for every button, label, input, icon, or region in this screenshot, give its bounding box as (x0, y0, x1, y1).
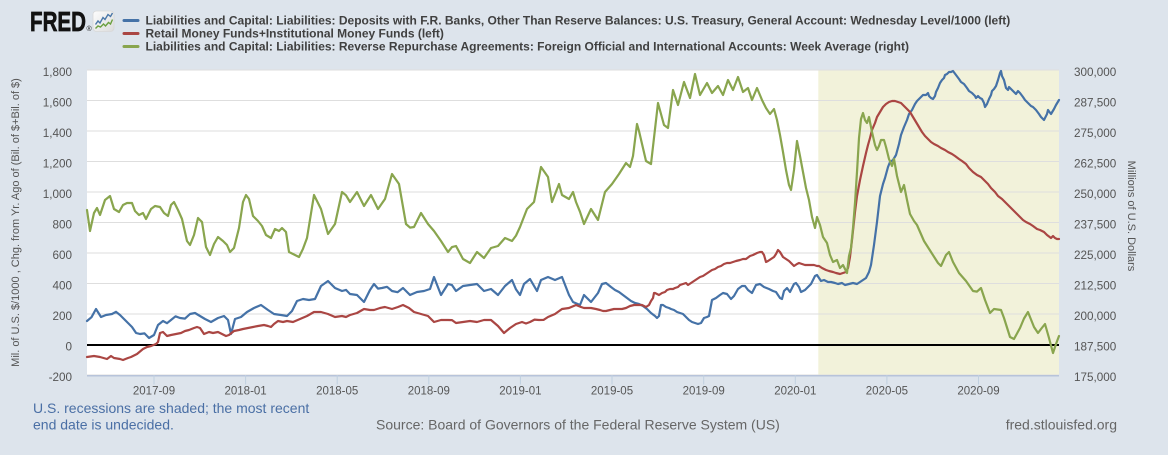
svg-text:®: ® (87, 25, 93, 33)
svg-text:U.S. recessions are shaded; th: U.S. recessions are shaded; the most rec… (33, 400, 309, 416)
svg-text:Source: Board of Governors of: Source: Board of Governors of the Federa… (376, 417, 780, 433)
svg-text:1,200: 1,200 (43, 158, 73, 171)
svg-text:275,000: 275,000 (1074, 127, 1117, 140)
svg-text:Liabilities and Capital: Liabi: Liabilities and Capital: Liabilities: De… (146, 13, 1011, 27)
svg-text:262,500: 262,500 (1074, 158, 1117, 171)
svg-text:1,000: 1,000 (43, 188, 73, 201)
svg-text:fred.stlouisfed.org: fred.stlouisfed.org (1006, 417, 1117, 433)
svg-text:end date is undecided.: end date is undecided. (33, 417, 174, 433)
svg-text:2018-05: 2018-05 (316, 386, 358, 398)
svg-text:2017-09: 2017-09 (133, 386, 175, 398)
svg-text:Millions of U.S. Dollars: Millions of U.S. Dollars (1125, 161, 1137, 272)
svg-text:2019-05: 2019-05 (591, 386, 633, 398)
svg-text:2019-01: 2019-01 (499, 386, 541, 398)
svg-text:0: 0 (65, 341, 72, 354)
svg-text:2018-09: 2018-09 (408, 386, 450, 398)
svg-text:-200: -200 (49, 371, 73, 384)
svg-text:250,000: 250,000 (1074, 188, 1117, 201)
svg-text:2019-09: 2019-09 (683, 386, 725, 398)
svg-text:200,000: 200,000 (1074, 310, 1117, 323)
svg-text:175,000: 175,000 (1074, 371, 1117, 384)
svg-text:600: 600 (52, 249, 72, 262)
svg-text:Liabilities and Capital: Liabi: Liabilities and Capital: Liabilities: Re… (146, 39, 910, 53)
svg-text:2020-09: 2020-09 (957, 386, 999, 398)
svg-text:1,800: 1,800 (43, 66, 73, 79)
svg-text:1,400: 1,400 (43, 127, 73, 140)
svg-text:2020-05: 2020-05 (866, 386, 908, 398)
svg-text:1,600: 1,600 (43, 97, 73, 110)
svg-text:187,500: 187,500 (1074, 341, 1117, 354)
svg-text:237,500: 237,500 (1074, 219, 1117, 232)
svg-text:800: 800 (52, 219, 72, 232)
svg-text:Retail Money Funds+Institution: Retail Money Funds+Institutional Money F… (146, 26, 444, 40)
svg-text:212,500: 212,500 (1074, 280, 1117, 293)
svg-text:Mil. of U.S. $/1000 , Chg. fro: Mil. of U.S. $/1000 , Chg. from Yr. Ago … (10, 78, 22, 367)
svg-text:FRED: FRED (30, 6, 86, 37)
svg-text:225,000: 225,000 (1074, 249, 1117, 262)
svg-text:2020-01: 2020-01 (774, 386, 816, 398)
svg-text:300,000: 300,000 (1074, 66, 1117, 79)
svg-text:200: 200 (52, 310, 72, 323)
svg-text:400: 400 (52, 280, 72, 293)
svg-text:287,500: 287,500 (1074, 97, 1117, 110)
svg-text:2018-01: 2018-01 (224, 386, 266, 398)
